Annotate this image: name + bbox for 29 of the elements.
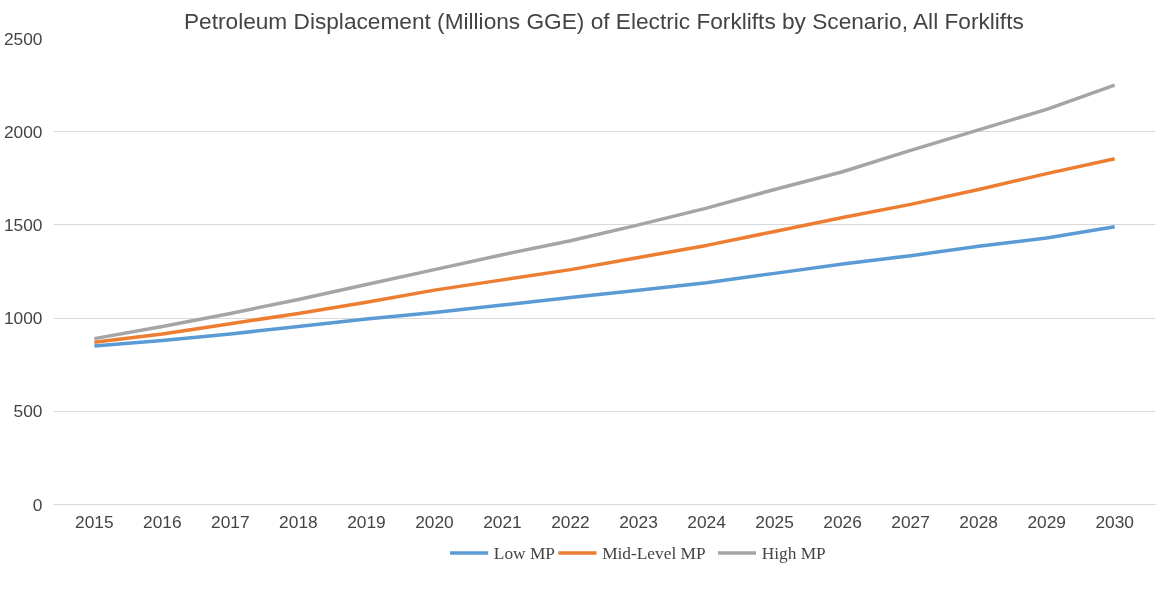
x-tick-label: 2018 [279, 511, 318, 532]
y-tick-label: 1000 [3, 308, 43, 329]
x-tick-label: 2029 [1027, 511, 1066, 532]
x-tick-label: 2023 [619, 511, 658, 532]
legend-label: Mid-Level MP [602, 543, 706, 563]
x-tick-label: 2016 [143, 511, 182, 532]
x-tick-label: 2026 [823, 511, 862, 532]
y-tick-label: 1500 [3, 214, 43, 235]
chart-title: Petroleum Displacement (Millions GGE) of Electric Forklifts by Scenario, All Forklifts [183, 7, 1024, 34]
legend-label: High MP [761, 543, 826, 563]
x-tick-label: 2022 [551, 511, 590, 532]
y-tick-label: 0 [32, 494, 43, 515]
line-series [92, 225, 1117, 348]
x-tick-label: 2025 [755, 511, 794, 532]
y-tick-label: 2500 [3, 28, 43, 49]
x-tick-label: 2024 [687, 511, 727, 532]
x-tick-label: 2027 [891, 511, 930, 532]
x-tick-label: 2017 [211, 511, 250, 532]
x-tick-label: 2015 [75, 511, 114, 532]
line-series [92, 83, 1117, 341]
legend-label: Low MP [493, 543, 555, 563]
x-tick-label: 2020 [415, 511, 454, 532]
y-tick-label: 2000 [3, 121, 43, 142]
y-tick-label: 500 [13, 401, 43, 422]
x-tick-label: 2028 [959, 511, 998, 532]
x-tick-label: 2030 [1095, 511, 1134, 532]
line-series [92, 156, 1117, 345]
x-tick-label: 2019 [347, 511, 386, 532]
x-tick-label: 2021 [483, 511, 522, 532]
